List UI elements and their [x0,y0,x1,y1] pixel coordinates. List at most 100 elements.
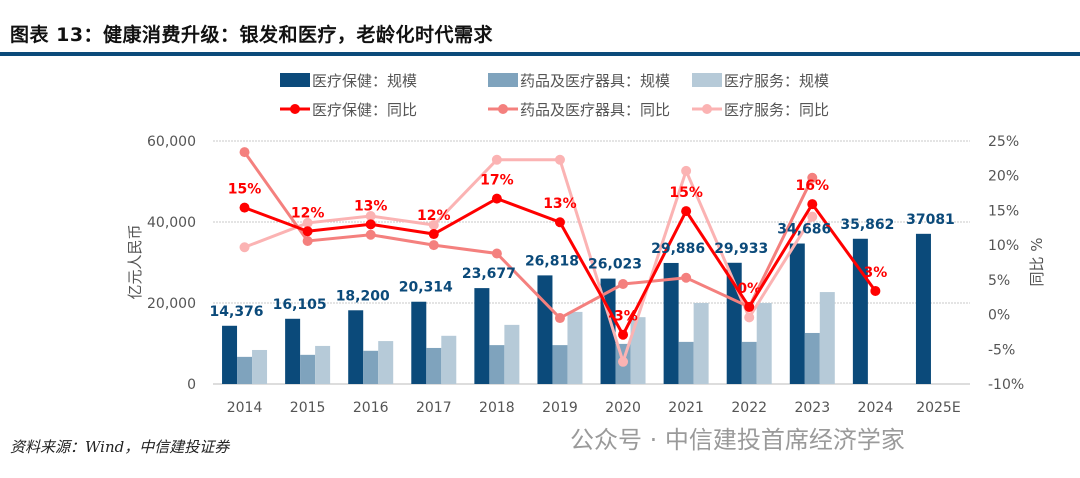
legend-marker [498,104,508,114]
legend-label: 药品及医疗器具：同比 [520,101,670,119]
title-rule [0,52,1080,56]
line-point [554,313,565,324]
line-label: 13% [354,198,388,214]
x-tick: 2015 [290,400,326,416]
line-point [618,279,629,290]
line-label: 17% [480,173,514,189]
bar [915,233,931,384]
line-point [744,301,755,312]
y-left-tick: 0 [187,377,196,393]
line-point [239,202,250,213]
line-point [554,154,565,165]
line-label: 13% [543,196,577,212]
bar [300,354,316,384]
bar [378,341,394,384]
line-point [302,217,313,228]
y-right-tick: -5% [988,342,1015,358]
line-label: 15% [228,182,262,198]
series-line [244,158,814,367]
bar [567,311,583,384]
bar-label: 18,200 [336,288,390,304]
series-line [243,151,814,320]
bar-label: 29,886 [651,241,705,257]
x-tick: 2017 [416,400,452,416]
legend-marker [702,104,712,114]
bar-label: 29,933 [714,241,768,257]
line-point [744,312,755,323]
legend-swatch [488,73,518,87]
bar [252,349,268,384]
x-tick: 2014 [227,400,263,416]
bar [504,324,520,384]
bar [441,335,457,384]
line-label: 15% [669,185,703,201]
bar [474,288,490,384]
bar [852,238,868,384]
y-left-tick: 20,000 [147,296,196,312]
x-tick: 2024 [858,400,894,416]
y-right-tick: 10% [988,238,1019,254]
line-point [302,235,313,246]
x-tick: 2021 [668,400,704,416]
bar-label: 35,862 [840,217,894,233]
y-left-tick: 40,000 [147,215,196,231]
figure-title: 图表 13：健康消费升级：银发和医疗，老龄化时代需求 [10,24,494,46]
line-point [870,285,881,296]
line-point [365,210,376,221]
bar [426,347,442,384]
line-label: 0% [737,281,761,297]
bar [804,332,820,384]
line-label: 16% [796,178,830,194]
bar [237,356,253,384]
line-point [302,226,313,237]
bar [348,310,364,384]
line-point [681,206,692,217]
y-right-tick: 0% [988,308,1010,324]
line-point [807,211,818,222]
line-point [239,147,250,158]
bar [552,345,568,384]
legend-label: 医疗服务：同比 [724,101,829,119]
bar [678,341,694,384]
bar [537,275,553,384]
line-point [681,165,692,176]
y-right-tick: 25% [988,134,1019,150]
line-point [681,272,692,283]
x-tick: 2016 [353,400,389,416]
bar-label: 34,686 [777,222,831,238]
x-tick: 2023 [794,400,830,416]
bar [285,318,301,384]
x-tick: 2020 [605,400,641,416]
y-right-tick: 20% [988,169,1019,185]
line-point [807,199,818,210]
bar [693,303,709,384]
y-right-tick: 15% [988,203,1019,219]
line-point [807,172,818,183]
bar [789,243,805,384]
bar-label: 14,376 [210,304,264,320]
line-point [618,356,629,367]
bar [819,292,835,384]
bar [411,301,427,384]
bar-label: 26,023 [588,257,642,273]
legend-label: 药品及医疗器具：规模 [520,72,670,90]
line-point [491,193,502,204]
line-label: 12% [291,205,325,221]
y-left-label: 亿元人民币 [126,224,144,299]
bar-label: 26,818 [525,253,579,269]
source-note: 资料来源：Wind，中信建投证券 [10,438,230,456]
line-point [239,242,250,253]
line-point [428,229,439,240]
y-right-label: 同比 % [1028,237,1046,286]
legend-label: 医疗保健：同比 [312,101,417,119]
x-tick: 2022 [731,400,767,416]
bar [363,350,379,384]
y-right-tick: -10% [988,377,1024,393]
line-point [428,240,439,251]
legend-swatch [692,73,722,87]
bar [489,345,505,384]
x-tick: 2025E [916,400,960,416]
legend-label: 医疗服务：规模 [724,72,829,90]
line-label: -3% [608,309,638,325]
